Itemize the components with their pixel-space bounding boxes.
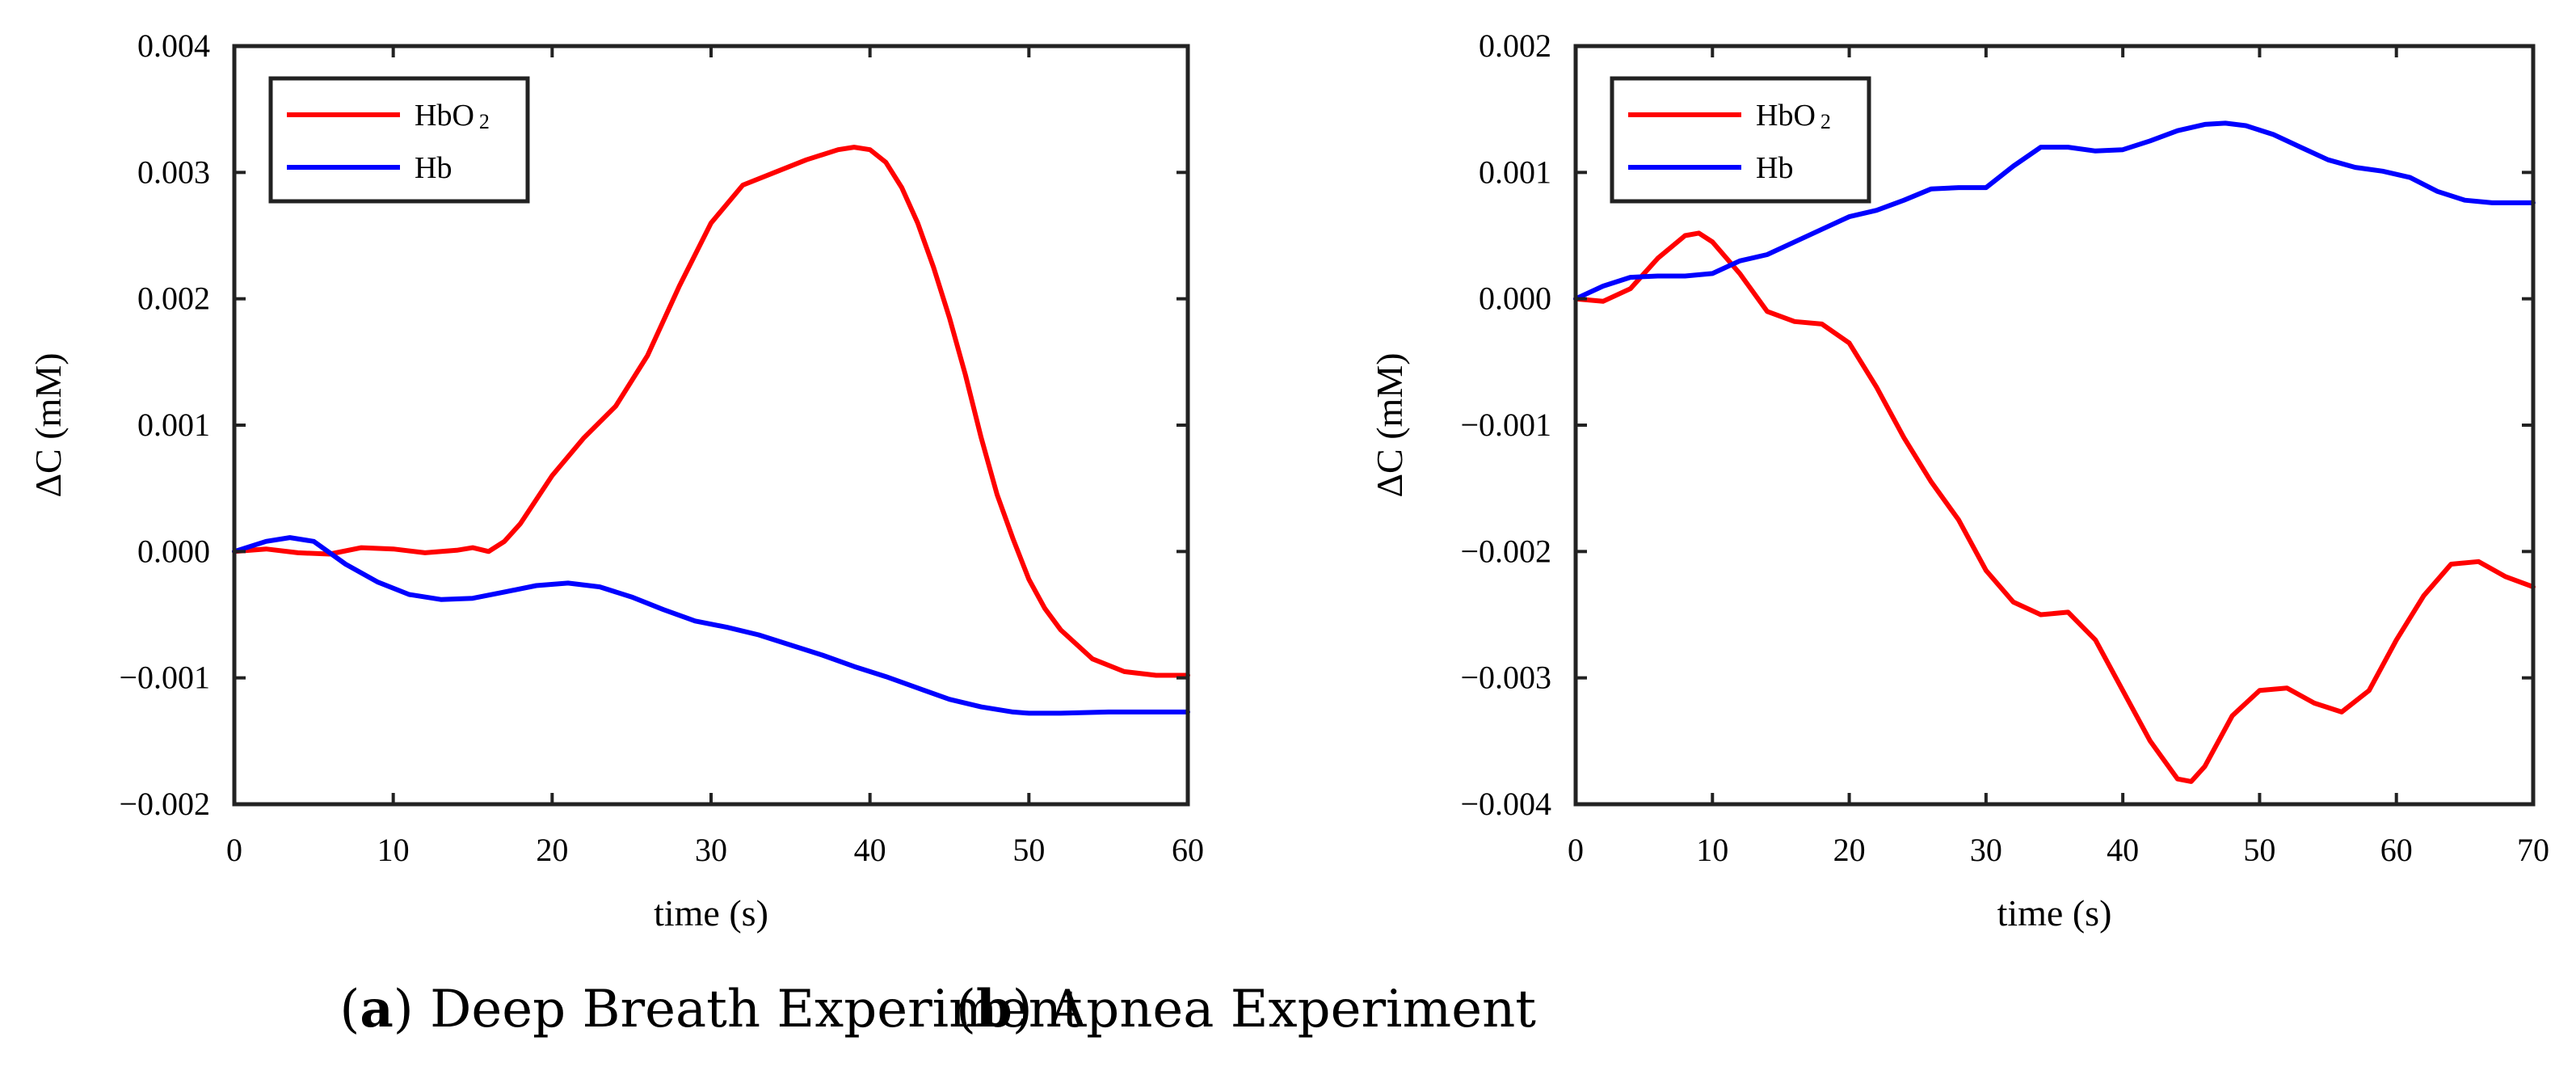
caption-text: Apnea Experiment — [1048, 980, 1536, 1039]
y-tick-label: −0.002 — [1460, 533, 1551, 569]
panel-caption: (a) Deep Breath Experiment — [339, 979, 1083, 1039]
series-group — [1573, 120, 2536, 784]
x-axis: 0 10 20 30 40 50 60 70 — [1568, 46, 2549, 868]
series-line-hb — [232, 535, 1190, 716]
y-tick-label: 0.003 — [137, 154, 210, 190]
y-axis-title: ΔC (mM) — [1369, 352, 1410, 497]
x-tick-label: 0 — [1568, 832, 1584, 868]
caption-letter: b — [976, 979, 1012, 1039]
series-line-hb — [1573, 120, 2536, 301]
legend-box — [1610, 76, 1871, 204]
x-tick-label: 50 — [1012, 832, 1045, 868]
x-tick-label: 20 — [536, 832, 568, 868]
legend-label-subscript: 2 — [479, 110, 490, 133]
x-tick-label: 30 — [1970, 832, 2002, 868]
panel-apnea: 0 10 20 30 40 50 60 70 0.002 0.001 0.000 −0.001 −0.0… — [956, 27, 2549, 1039]
y-tick-label: −0.004 — [1460, 786, 1551, 822]
caption-letter: a — [360, 979, 393, 1039]
y-tick-label: 0.002 — [1479, 27, 1551, 64]
x-tick-label: 20 — [1833, 832, 1866, 868]
y-tick-label: 0.004 — [137, 27, 210, 64]
caption-text: Deep Breath Experiment — [430, 980, 1083, 1039]
series-line-hbo2 — [232, 145, 1190, 678]
legend-label-hb: Hb — [415, 151, 452, 185]
y-tick-label: 0.000 — [137, 533, 210, 569]
x-tick-label: 10 — [377, 832, 410, 868]
y-axis: 0.004 0.003 0.002 0.001 0.000 −0.001 −0.002 — [119, 27, 1188, 822]
y-tick-label: −0.001 — [1460, 407, 1551, 443]
legend: HbO 2Hb — [1610, 76, 1871, 204]
y-axis: 0.002 0.001 0.000 −0.001 −0.002 −0.003 −0.004 — [1460, 27, 2533, 822]
x-tick-label: 70 — [2517, 832, 2549, 868]
panel-deep-breath: 0 10 20 30 40 50 60 0.004 0.003 0.002 0.001 0.000 −0… — [27, 27, 1204, 1039]
legend-label-subscript: 2 — [1820, 110, 1831, 133]
legend: HbO 2Hb — [268, 76, 530, 204]
x-tick-label: 40 — [854, 832, 886, 868]
y-tick-label: 0.002 — [137, 280, 210, 317]
y-tick-label: 0.001 — [137, 407, 210, 443]
x-tick-label: 10 — [1696, 832, 1728, 868]
x-tick-label: 50 — [2243, 832, 2275, 868]
y-tick-label: 0.001 — [1479, 154, 1551, 190]
x-tick-label: 60 — [1172, 832, 1204, 868]
panel-caption: (b) Apnea Experiment — [956, 979, 1536, 1039]
y-tick-label: −0.003 — [1460, 660, 1551, 696]
x-tick-label: 40 — [2107, 832, 2139, 868]
series-group — [232, 145, 1190, 716]
x-axis: 0 10 20 30 40 50 60 — [226, 46, 1204, 868]
y-tick-label: 0.000 — [1479, 280, 1551, 317]
y-tick-label: −0.002 — [119, 786, 210, 822]
x-tick-label: 0 — [226, 832, 242, 868]
legend-label-hb: Hb — [1756, 151, 1793, 185]
x-tick-label: 60 — [2380, 832, 2413, 868]
y-axis-title: ΔC (mM) — [27, 352, 69, 497]
x-axis-title: time (s) — [654, 892, 768, 934]
y-tick-label: −0.001 — [119, 660, 210, 696]
x-tick-label: 30 — [695, 832, 727, 868]
x-axis-title: time (s) — [1997, 892, 2112, 934]
legend-box — [268, 76, 530, 204]
series-line-hbo2 — [1573, 230, 2536, 784]
